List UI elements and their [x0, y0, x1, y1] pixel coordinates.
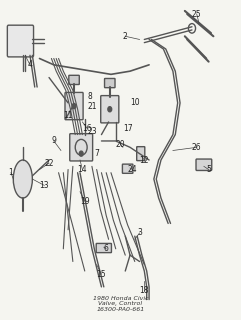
FancyBboxPatch shape [7, 25, 33, 57]
Text: 7: 7 [94, 149, 99, 158]
FancyBboxPatch shape [137, 147, 145, 161]
Text: 22: 22 [44, 159, 54, 168]
Text: 16: 16 [82, 124, 92, 133]
Ellipse shape [13, 160, 32, 198]
Text: 15: 15 [97, 270, 106, 279]
Text: 9: 9 [51, 136, 56, 146]
Circle shape [72, 104, 76, 108]
Circle shape [108, 107, 112, 112]
Text: 20: 20 [116, 140, 125, 148]
Circle shape [79, 151, 83, 156]
Text: 21: 21 [87, 101, 97, 111]
Text: 12: 12 [140, 156, 149, 164]
Text: 10: 10 [130, 99, 140, 108]
FancyBboxPatch shape [101, 96, 119, 123]
Text: 13: 13 [40, 181, 49, 190]
Text: 11: 11 [63, 111, 73, 120]
FancyBboxPatch shape [122, 164, 133, 173]
Text: 1980 Honda Civic
Valve, Control
16300-PA0-661: 1980 Honda Civic Valve, Control 16300-PA… [93, 296, 148, 312]
Text: 25: 25 [192, 10, 201, 19]
FancyBboxPatch shape [196, 159, 212, 171]
Text: 1: 1 [8, 168, 13, 177]
Text: 5: 5 [206, 165, 211, 174]
Text: 18: 18 [140, 285, 149, 295]
FancyBboxPatch shape [96, 244, 111, 252]
FancyBboxPatch shape [70, 134, 93, 161]
Text: 24: 24 [127, 165, 137, 174]
Text: 8: 8 [87, 92, 92, 101]
FancyBboxPatch shape [105, 78, 115, 88]
Text: 4: 4 [27, 60, 32, 69]
Text: 3: 3 [137, 228, 142, 237]
Text: 19: 19 [80, 197, 90, 206]
Text: 17: 17 [123, 124, 133, 133]
Text: 14: 14 [78, 165, 87, 174]
FancyBboxPatch shape [65, 92, 83, 120]
Text: 2: 2 [123, 32, 128, 41]
FancyBboxPatch shape [69, 75, 79, 84]
Text: 26: 26 [192, 143, 201, 152]
Text: 23: 23 [87, 127, 97, 136]
Text: 6: 6 [104, 244, 109, 253]
